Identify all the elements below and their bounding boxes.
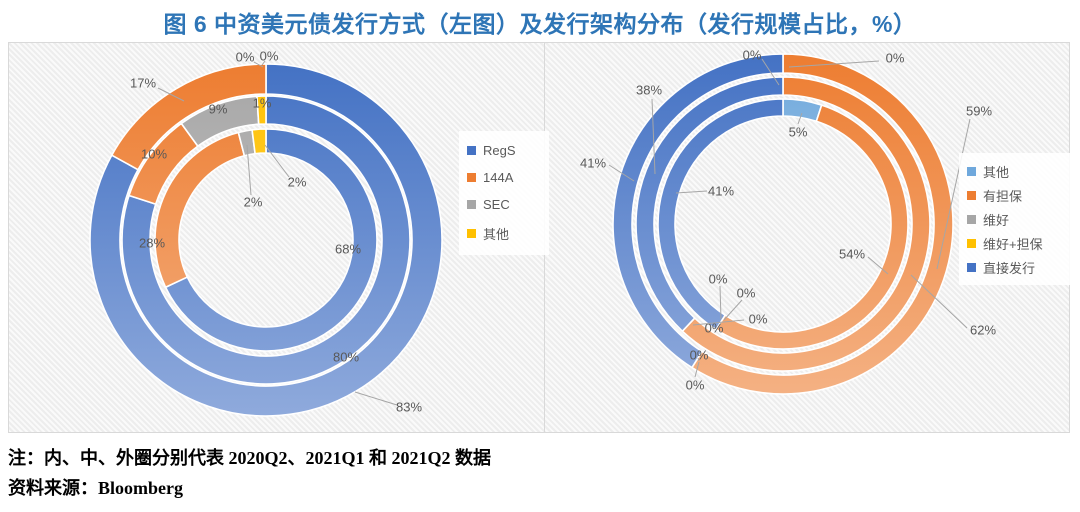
data-label-left-2021Q1-c0: 80%	[333, 350, 359, 365]
data-label-left-2021Q1-c2: 9%	[209, 102, 228, 117]
data-label-right-2020Q2-c4: 41%	[708, 184, 734, 199]
figure-source: 资料来源：Bloomberg	[8, 478, 183, 498]
data-label-right-2021Q2-c3: 0%	[686, 378, 705, 393]
donut-right-seg-2020Q2-c0	[782, 98, 823, 123]
figure-title: 图 6 中资美元债发行方式（左图）及发行架构分布（发行规模占比，%）	[163, 11, 917, 37]
legend-label: RegS	[483, 143, 516, 158]
label-leader-line	[157, 87, 185, 102]
legend-swatch-icon	[467, 146, 476, 155]
legend-item-right-1: 有担保	[967, 186, 1063, 205]
label-leader-line	[936, 118, 971, 270]
data-label-right-2021Q2-c1: 59%	[966, 104, 992, 119]
label-leader-line	[788, 60, 880, 68]
label-leader-line	[264, 144, 290, 178]
legend-label: 维好	[983, 212, 1010, 228]
label-leader-line	[692, 319, 745, 326]
donut-left: 68% 28% 2% 2% 80% 10% 9% 1% 83% 17% 0% 0%	[89, 49, 443, 417]
label-leader-line	[253, 61, 264, 68]
legend-item-right-0: 其他	[967, 162, 1063, 181]
legend-swatch-icon	[467, 229, 476, 238]
data-label-right-2020Q2-c2: 0%	[709, 272, 728, 287]
legend-swatch-icon	[967, 262, 976, 272]
data-label-right-2021Q1-c3: 0%	[749, 312, 768, 327]
data-label-right-2020Q2-c0: 5%	[789, 125, 808, 140]
data-label-right-2021Q2-c2: 0%	[690, 348, 709, 363]
donut-left-seg-2021Q2-c1	[110, 63, 267, 171]
data-label-right-2021Q1-c0: 0%	[743, 48, 762, 63]
legend-swatch-icon	[967, 190, 976, 200]
label-leader-line	[261, 60, 266, 66]
label-leader-line	[797, 112, 803, 125]
legend-swatch-icon	[967, 214, 976, 224]
legend-label: 维好+担保	[983, 236, 1043, 252]
label-leader-line	[651, 98, 656, 175]
legend-left-chart: RegS 144A SEC 其他	[459, 131, 549, 255]
donut-left-seg-2021Q2-c0	[89, 63, 443, 417]
legend-label: 有担保	[983, 188, 1023, 204]
legend-label: 其他	[483, 227, 510, 242]
data-label-right-2021Q2-c0: 0%	[886, 51, 905, 66]
legend-right-chart: 其他有担保维好维好+担保直接发行	[959, 153, 1071, 285]
data-label-right-2020Q2-c3: 0%	[737, 286, 756, 301]
legend-item-right-4: 直接发行	[967, 258, 1063, 277]
label-leader-line	[354, 391, 398, 406]
data-label-right-2020Q2-c1: 54%	[839, 247, 865, 262]
label-leader-line	[608, 164, 635, 182]
legend-swatch-icon	[967, 238, 976, 248]
data-label-left-2020Q2-c0: 68%	[335, 242, 361, 257]
label-leader-line	[761, 58, 780, 86]
legend-item-left-3: 其他	[467, 224, 541, 243]
legend-item-right-3: 维好+担保	[967, 234, 1063, 253]
data-label-right-2021Q1-c2: 0%	[705, 321, 724, 336]
data-label-left-2021Q2-c3: 0%	[260, 49, 279, 64]
legend-label: 其他	[983, 164, 1010, 180]
label-leader-line	[867, 256, 889, 275]
legend-label: 144A	[483, 170, 514, 185]
figure-note: 注：内、中、外圈分别代表 2020Q2、2021Q1 和 2021Q2 数据	[8, 448, 492, 468]
data-label-right-2021Q1-c4: 38%	[636, 83, 662, 98]
label-leader-line	[723, 299, 743, 321]
legend-item-left-1: 144A	[467, 170, 541, 185]
legend-item-left-2: SEC	[467, 197, 541, 212]
donut-right-seg-2020Q2-c4	[657, 98, 784, 331]
donut-charts-canvas: 68% 28% 2% 2% 80% 10% 9% 1% 83% 17% 0% 0% 5% 54% 0% 0% 4…	[89, 48, 996, 417]
data-label-left-2021Q2-c1: 17%	[130, 76, 156, 91]
donut-left-seg-2020Q2-c3	[251, 128, 267, 155]
chart-panel: 68% 28% 2% 2% 80% 10% 9% 1% 83% 17% 0% 0% 5% 54% 0% 0% 4…	[8, 42, 1071, 433]
donut-right-seg-2021Q2-c4	[612, 53, 784, 369]
data-label-right-2021Q2-c4: 41%	[580, 156, 606, 171]
donut-left-seg-2021Q1-c3	[256, 95, 267, 126]
label-leader-line	[910, 274, 968, 329]
label-leader-line	[246, 144, 252, 196]
legend-swatch-icon	[467, 200, 476, 209]
data-label-left-2021Q2-c2: 0%	[236, 50, 255, 65]
legend-swatch-icon	[967, 166, 976, 176]
data-label-left-2020Q2-c1: 28%	[139, 236, 165, 251]
legend-label: 直接发行	[983, 260, 1036, 276]
label-leader-line	[697, 357, 700, 362]
donut-right: 5% 54% 0% 0% 41% 0% 62% 0% 0% 38% 0% 59% 0% 0% 41%	[580, 48, 996, 395]
data-label-left-2021Q1-c3: 1%	[253, 96, 272, 111]
data-label-right-2021Q1-c1: 62%	[970, 323, 996, 338]
legend-swatch-icon	[467, 173, 476, 182]
label-leader-line	[675, 190, 708, 194]
legend-item-right-2: 维好	[967, 210, 1063, 229]
data-label-left-2020Q2-c2: 2%	[244, 195, 263, 210]
donut-right-seg-2021Q1-c4	[635, 76, 784, 332]
label-leader-line	[719, 285, 722, 320]
data-label-left-2021Q1-c1: 10%	[141, 147, 167, 162]
label-leader-line	[694, 361, 700, 378]
data-label-left-2020Q2-c3: 2%	[288, 175, 307, 190]
legend-label: SEC	[483, 197, 510, 212]
donut-left-seg-2020Q2-c0	[164, 128, 378, 352]
data-label-left-2021Q2-c0: 83%	[396, 400, 422, 415]
donut-left-seg-2021Q1-c0	[121, 95, 411, 385]
legend-item-left-0: RegS	[467, 143, 541, 158]
